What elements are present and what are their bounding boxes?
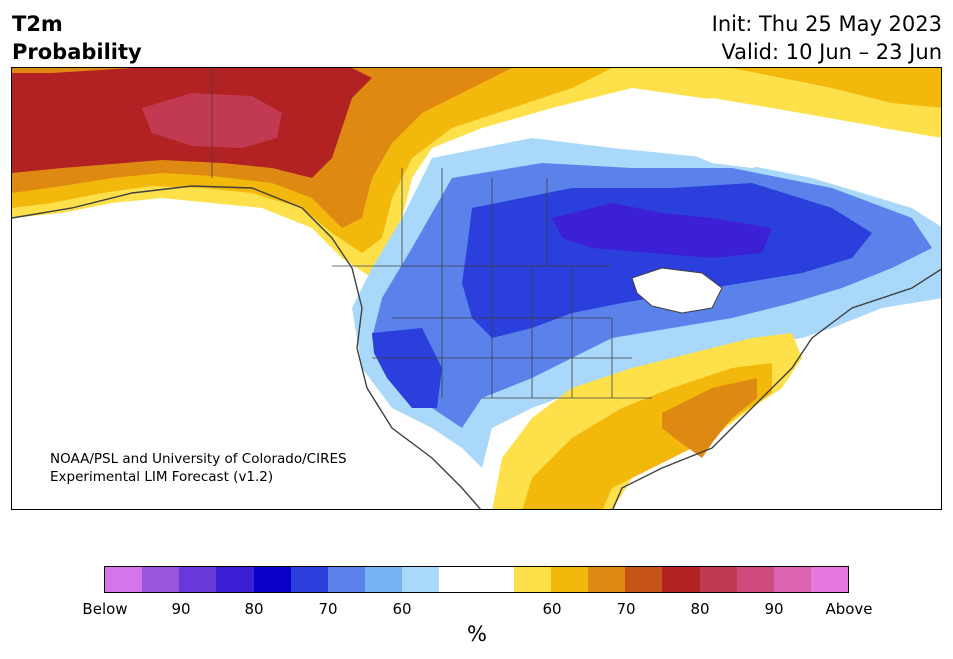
product-label: Probability xyxy=(12,40,142,64)
warm-region-arctic-east-60 xyxy=(732,68,941,108)
map-panel: NOAA/PSL and University of Colorado/CIRE… xyxy=(11,67,942,510)
colorbar-segment xyxy=(179,567,217,592)
colorbar-segment xyxy=(736,567,774,592)
forecast-dates: Init: Thu 25 May 2023 Valid: 10 Jun – 23… xyxy=(712,10,942,66)
warm-region-southeast-70 xyxy=(662,378,757,458)
colorbar-segment xyxy=(550,567,589,592)
colorbar-segment xyxy=(662,567,700,592)
colorbar-segment xyxy=(476,567,514,592)
colorbar xyxy=(104,566,849,593)
cool-region-hudson-bay-white xyxy=(652,98,802,168)
colorbar-segment xyxy=(142,567,180,592)
colorbar-tick-label: 80 xyxy=(244,600,264,618)
colorbar-segment xyxy=(699,567,737,592)
variable-label: T2m xyxy=(12,12,63,36)
colorbar-segment xyxy=(365,567,403,592)
colorbar-segment xyxy=(327,567,366,592)
cool-region-80 xyxy=(552,203,772,258)
colorbar-segment xyxy=(588,567,626,592)
colorbar-segment xyxy=(625,567,663,592)
coastline xyxy=(12,185,941,509)
cool-region-southwest xyxy=(372,328,442,408)
colorbar-segment xyxy=(402,567,440,592)
init-date: Init: Thu 25 May 2023 xyxy=(711,12,942,36)
probability-map: NOAA/PSL and University of Colorado/CIRE… xyxy=(12,68,941,509)
colorbar-tick-label: 70 xyxy=(616,600,636,618)
colorbar-tick-label: 90 xyxy=(171,600,191,618)
credit-line-1: NOAA/PSL and University of Colorado/CIRE… xyxy=(50,451,347,467)
colorbar-tick-label: 80 xyxy=(690,600,710,618)
colorbar-segment xyxy=(513,567,551,592)
great-lakes xyxy=(631,267,723,314)
colorbar-segment xyxy=(253,567,291,592)
colorbar-tick-label: 90 xyxy=(764,600,784,618)
valid-range: Valid: 10 Jun – 23 Jun xyxy=(721,40,942,64)
colorbar-segment xyxy=(290,567,328,592)
political-borders xyxy=(211,68,652,399)
colorbar-tick-label: 60 xyxy=(542,600,562,618)
colorbar-tick-label: 60 xyxy=(392,600,412,618)
map-title: T2m Probability xyxy=(12,10,142,66)
colorbar-segment xyxy=(773,567,811,592)
colorbar-tick-label: Above xyxy=(825,600,873,618)
colorbar-segment xyxy=(105,567,143,592)
colorbar-segment xyxy=(810,567,849,592)
colorbar-segment xyxy=(439,567,477,592)
colorbar-tick-label: Below xyxy=(82,600,128,618)
colorbar-segment xyxy=(216,567,254,592)
credit-line-2: Experimental LIM Forecast (v1.2) xyxy=(50,469,273,485)
colorbar-tick-label: 70 xyxy=(318,600,338,618)
colorbar-unit: % xyxy=(467,622,487,646)
